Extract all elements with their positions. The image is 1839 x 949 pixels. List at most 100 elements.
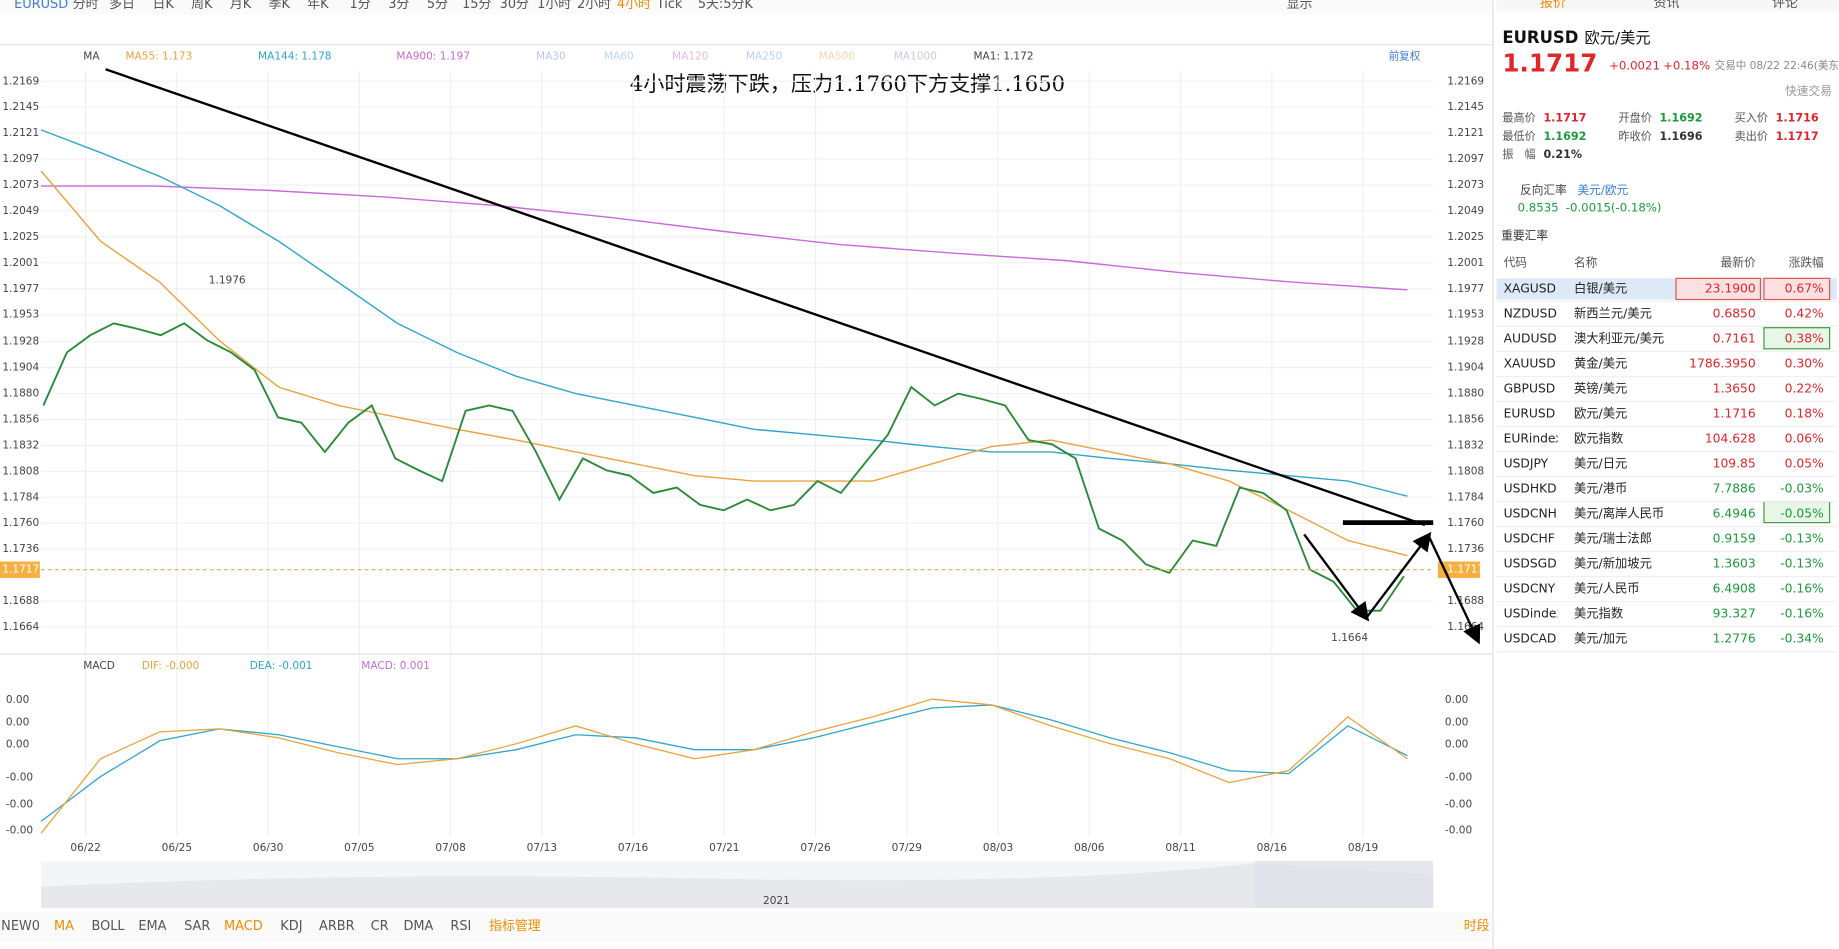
period-tab[interactable]: 日K [152, 0, 174, 12]
macd-legend: DIF: -0.000 [142, 660, 200, 672]
ma900-line [41, 185, 1408, 291]
inverse-change: -0.0015(-0.18%) [1566, 200, 1662, 214]
current-price-tag [0, 561, 40, 578]
period-tab[interactable]: 季K [269, 0, 291, 12]
indicator-tab[interactable]: 指标管理 [489, 919, 541, 934]
stat-value: 1.1716 [1776, 112, 1819, 125]
indicator-tab[interactable]: DMA [403, 919, 433, 934]
row-code[interactable]: USDCAD [1504, 632, 1557, 646]
session-button[interactable]: 时段 [1464, 919, 1490, 934]
row-price: 1.3650 [1713, 381, 1756, 395]
indicator-tab[interactable]: NEW0 [1, 919, 40, 934]
toolbar-bg [0, 0, 1492, 15]
indicator-tab[interactable]: MA [54, 919, 74, 934]
indicator-tab[interactable]: MACD [224, 919, 263, 934]
period-tab[interactable]: 1分 [350, 0, 371, 12]
period-tab[interactable]: 多日 [109, 0, 135, 12]
period-tab[interactable]: 15分 [462, 0, 491, 12]
indicator-tab[interactable]: SAR [184, 919, 210, 934]
row-code[interactable]: EURindex [1504, 432, 1563, 446]
row-code[interactable]: USDJPY [1504, 457, 1549, 471]
row-name: 黄金/美元 [1574, 355, 1627, 370]
display-button[interactable]: 显示 [1287, 0, 1313, 12]
row-price: 23.1900 [1705, 281, 1756, 295]
period-tab[interactable]: 月K [230, 0, 252, 12]
row-code[interactable]: USDCNY [1504, 582, 1556, 596]
indicator-name[interactable]: MA [83, 50, 100, 62]
dea-line [40, 704, 1408, 822]
stat-label: 最低价 [1502, 130, 1535, 143]
indicator-tab[interactable]: EMA [138, 919, 166, 934]
forecast-arrow [1365, 531, 1432, 619]
trend-line [105, 68, 1426, 527]
stat-value: 1.1692 [1660, 112, 1703, 125]
navigator-window[interactable] [1254, 860, 1434, 908]
symbol[interactable]: EURUSD [14, 0, 68, 12]
period-tab[interactable]: 1小时 [537, 0, 571, 12]
ma-legend: MA120 [672, 50, 709, 62]
period-tab[interactable]: 2小时 [577, 0, 611, 12]
row-code[interactable]: XAUUSD [1504, 356, 1556, 370]
trade-button[interactable]: 快速交易 [1785, 84, 1832, 98]
period-tab[interactable]: 年K [307, 0, 329, 12]
period-tab[interactable]: 5分 [427, 0, 448, 12]
stat-value: 0.21% [1543, 148, 1582, 161]
macd-axis-label: -0.00 [6, 772, 34, 784]
inverse-pair[interactable]: 美元/欧元 [1577, 183, 1628, 197]
y-tick-label: 1.1808 [2, 465, 39, 477]
current-price-label: 1.1717 [2, 564, 39, 576]
period-tab[interactable]: 30分 [500, 0, 529, 12]
period-tab[interactable]: 周K [191, 0, 213, 12]
ma-legend: MA1: 1.172 [973, 50, 1033, 62]
indicator-tab[interactable]: ARBR [319, 919, 355, 934]
period-tab[interactable]: 4小时 [617, 0, 651, 12]
ma-legend: MA250 [746, 50, 783, 62]
row-code[interactable]: USDSGD [1504, 557, 1557, 571]
indicator-name[interactable]: MACD [83, 660, 115, 672]
y-tick-label: 1.2073 [1447, 179, 1484, 191]
row-code[interactable]: EURUSD [1504, 407, 1556, 421]
row-price: 1.3603 [1713, 557, 1756, 571]
x-tick-label: 07/05 [344, 842, 374, 854]
row-code[interactable]: AUDUSD [1504, 331, 1557, 345]
row-code[interactable]: XAGUSD [1504, 281, 1556, 295]
stat-label: 开盘价 [1619, 111, 1652, 125]
y-tick-label: 1.1832 [2, 439, 39, 451]
ma55-line [40, 170, 1408, 557]
x-tick-label: 07/26 [800, 842, 831, 854]
panel-tab[interactable]: 资讯 [1654, 0, 1680, 11]
row-name: 美元/离岸人民币 [1574, 506, 1664, 521]
stat-label: 昨收价 [1619, 129, 1652, 143]
period-tab[interactable]: 3分 [388, 0, 409, 12]
pct-box [1763, 327, 1831, 350]
panel-tab[interactable]: 评论 [1772, 0, 1798, 11]
y-tick-label: 1.1953 [1447, 309, 1484, 321]
row-name: 美元/港币 [1574, 482, 1627, 496]
panel-tab[interactable]: 报价 [1540, 0, 1566, 11]
indicator-tab[interactable]: CR [371, 919, 389, 934]
indicator-tab[interactable]: KDJ [280, 919, 302, 934]
y-tick-label: 1.1856 [1447, 414, 1484, 426]
row-price: 6.4946 [1713, 507, 1756, 521]
period-tab[interactable]: 5天:5分K [698, 0, 754, 12]
ma144-line [40, 129, 1408, 497]
indicator-tab[interactable]: RSI [450, 919, 471, 934]
y-tick-label: 1.2097 [1447, 153, 1484, 165]
period-tab[interactable]: 分时 [73, 0, 99, 12]
row-pct: 0.22% [1785, 381, 1824, 395]
row-code[interactable]: USDindex [1504, 607, 1564, 621]
adjust-button[interactable]: 前复权 [1389, 49, 1421, 62]
quote-name: 欧元/美元 [1584, 29, 1650, 47]
forecast-arrow [1303, 533, 1370, 622]
price-box [1675, 277, 1762, 301]
inverse-price: 0.8535 [1518, 200, 1559, 214]
row-code[interactable]: GBPUSD [1504, 381, 1556, 395]
row-code[interactable]: USDCHF [1504, 532, 1555, 546]
inverse-label: 反向汇率 [1520, 183, 1567, 197]
row-code[interactable]: USDCNH [1504, 507, 1557, 521]
indicator-tab[interactable]: BOLL [91, 919, 125, 934]
row-price: 1.1716 [1713, 407, 1756, 421]
row-code[interactable]: NZDUSD [1504, 306, 1557, 320]
period-tab[interactable]: Tick [656, 0, 683, 12]
row-code[interactable]: USDHKD [1504, 482, 1557, 496]
